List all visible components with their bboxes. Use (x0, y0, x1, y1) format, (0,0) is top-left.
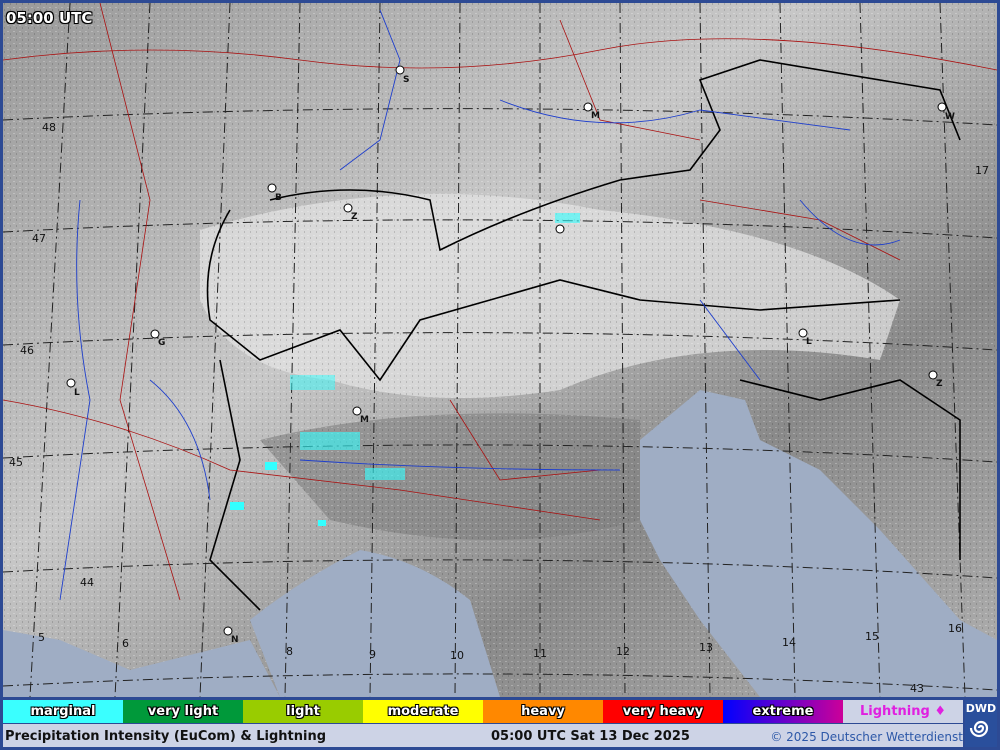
svg-text:9: 9 (369, 648, 376, 661)
precipitation-legend: marginal very light light moderate heavy… (3, 700, 963, 723)
svg-text:L: L (806, 337, 812, 347)
svg-text:44: 44 (80, 576, 94, 589)
svg-text:12: 12 (616, 645, 630, 658)
svg-text:16: 16 (948, 622, 962, 635)
svg-text:10: 10 (450, 649, 464, 662)
svg-text:Z: Z (351, 212, 358, 222)
legend-very-heavy: very heavy (603, 700, 723, 723)
city-markers (66, 65, 947, 636)
svg-text:15: 15 (865, 630, 879, 643)
tyrrhenian-sea (3, 630, 280, 697)
svg-text:B: B (275, 193, 282, 203)
svg-text:6: 6 (122, 637, 129, 650)
ligurian-sea (250, 550, 500, 697)
legend-heavy: heavy (483, 700, 603, 723)
legend-lightning: Lightning ♦ (860, 704, 946, 719)
svg-text:46: 46 (20, 344, 34, 357)
dwd-logo: DWD (965, 700, 997, 747)
grid-lines (3, 3, 997, 697)
dwd-spiral-icon (969, 720, 989, 738)
svg-text:5: 5 (38, 631, 45, 644)
city-labels: S M W B Z G L M L Z N (74, 75, 955, 645)
svg-text:45: 45 (9, 456, 23, 469)
svg-text:W: W (945, 112, 955, 122)
svg-text:M: M (360, 415, 369, 425)
map-timestamp: 05:00 UTC (6, 9, 93, 27)
svg-text:L: L (74, 388, 80, 398)
svg-text:11: 11 (533, 647, 547, 660)
svg-text:48: 48 (42, 121, 56, 134)
svg-text:N: N (231, 635, 239, 645)
legend-light: light (243, 700, 363, 723)
legend-very-light: very light (123, 700, 243, 723)
precipitation (230, 213, 580, 526)
svg-text:13: 13 (699, 641, 713, 654)
region-borders (3, 3, 997, 601)
svg-text:M: M (591, 111, 600, 121)
rivers (59, 9, 901, 601)
legend-moderate: moderate (363, 700, 483, 723)
lat-lon-labels: 48 47 46 45 44 43 5 6 8 9 10 11 12 13 14… (9, 121, 989, 695)
svg-text:8: 8 (286, 645, 293, 658)
copyright: © 2025 Deutscher Wetterdienst (770, 730, 963, 744)
svg-text:G: G (158, 338, 165, 348)
svg-text:17: 17 (975, 164, 989, 177)
country-borders (206, 59, 961, 611)
adriatic-sea (640, 390, 997, 697)
weather-map: 48 47 46 45 44 43 5 6 8 9 10 11 12 13 14… (3, 3, 997, 697)
legend-extreme: extreme (723, 700, 843, 723)
svg-text:43: 43 (910, 682, 924, 695)
svg-text:47: 47 (32, 232, 46, 245)
svg-text:S: S (403, 75, 409, 85)
footer: Precipitation Intensity (EuCom) & Lightn… (3, 724, 963, 747)
legend-marginal: marginal (3, 700, 123, 723)
valid-datetime: 05:00 UTC Sat 13 Dec 2025 (491, 729, 690, 744)
svg-text:14: 14 (782, 636, 796, 649)
svg-text:Z: Z (936, 379, 943, 389)
product-title: Precipitation Intensity (EuCom) & Lightn… (5, 729, 327, 744)
